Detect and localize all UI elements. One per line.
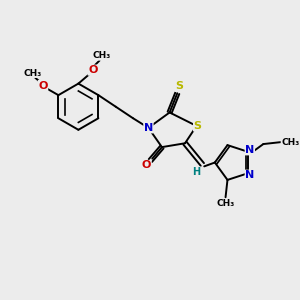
Text: H: H [193,167,201,177]
Text: CH₃: CH₃ [23,68,41,77]
Text: S: S [175,82,183,92]
Text: O: O [38,80,48,91]
Text: N: N [245,170,254,180]
Text: CH₃: CH₃ [281,138,299,147]
Text: O: O [142,160,151,170]
Text: N: N [245,145,254,155]
Text: O: O [88,65,98,75]
Text: N: N [144,123,153,133]
Text: CH₃: CH₃ [92,51,111,60]
Text: CH₃: CH₃ [216,200,235,208]
Text: S: S [194,121,202,131]
